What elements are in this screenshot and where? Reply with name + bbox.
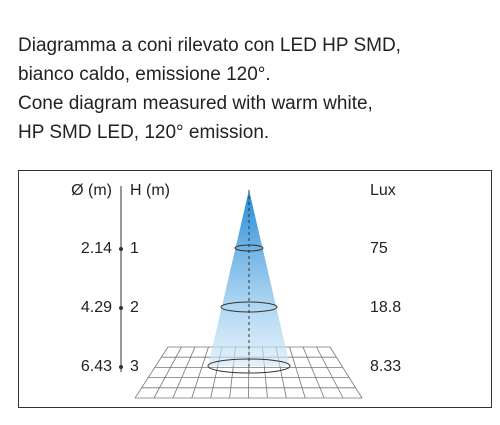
lux-value: 8.33 bbox=[370, 358, 401, 375]
height-header: H (m) bbox=[130, 182, 170, 199]
frame bbox=[18, 170, 492, 408]
height-value: 1 bbox=[130, 240, 139, 257]
caption-line: Diagramma a coni rilevato con LED HP SMD… bbox=[18, 35, 401, 56]
height-value: 2 bbox=[130, 299, 139, 316]
diameter-header: Ø (m) bbox=[71, 182, 112, 199]
height-dot bbox=[119, 306, 123, 310]
diameter-value: 6.43 bbox=[81, 358, 112, 375]
lux-value: 18.8 bbox=[370, 299, 401, 316]
grid-line bbox=[153, 346, 182, 399]
floor-grid bbox=[134, 346, 363, 399]
grid-line bbox=[172, 346, 196, 399]
grid-line bbox=[289, 346, 306, 399]
cone-ring bbox=[234, 244, 264, 252]
grid-line bbox=[134, 346, 169, 399]
diameter-value: 4.29 bbox=[81, 299, 112, 316]
height-dot bbox=[119, 247, 123, 251]
light-cone bbox=[208, 190, 290, 366]
lux-header: Lux bbox=[370, 182, 396, 199]
caption-line: HP SMD LED, 120° emission. bbox=[18, 122, 269, 143]
cone-ring bbox=[207, 358, 291, 374]
rows: 2.14 1 75 4.29 2 18.8 6.43 3 8.33 bbox=[81, 240, 401, 375]
height-value: 3 bbox=[130, 358, 139, 375]
grid-line bbox=[302, 346, 325, 399]
caption-line: Cone diagram measured with warm white, bbox=[18, 93, 373, 114]
height-dot bbox=[119, 365, 123, 369]
cone-ring bbox=[220, 301, 278, 313]
lux-value: 75 bbox=[370, 240, 388, 257]
grid-line bbox=[316, 346, 344, 399]
caption-line: bianco caldo, emissione 120°. bbox=[18, 64, 271, 85]
grid-line bbox=[191, 346, 209, 399]
grid-line bbox=[329, 346, 363, 399]
diameter-value: 2.14 bbox=[81, 240, 112, 257]
